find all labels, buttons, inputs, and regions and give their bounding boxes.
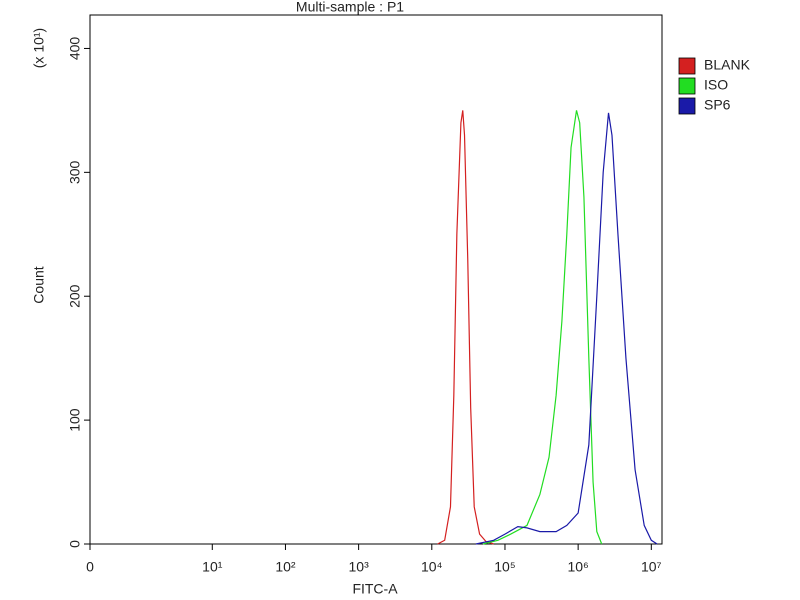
x-axis-label: FITC-A — [352, 581, 398, 597]
x-tick-label: 10⁴ — [421, 559, 443, 575]
y-axis-label: Count — [31, 266, 47, 303]
y-tick-label: 400 — [67, 37, 83, 61]
legend-label: SP6 — [704, 97, 731, 113]
legend-swatch — [678, 97, 696, 115]
x-tick-label: 10² — [275, 559, 296, 575]
y-tick-label: 200 — [67, 284, 83, 308]
x-tick-label: 10³ — [349, 559, 370, 575]
legend-label: BLANK — [704, 57, 751, 73]
x-tick-label: 10⁵ — [494, 559, 515, 575]
series-line — [437, 110, 494, 545]
x-tick-label: 10⁷ — [641, 559, 662, 575]
plot-frame — [89, 14, 663, 545]
chart-title: Multi-sample : P1 — [296, 0, 404, 15]
series-line — [482, 110, 603, 545]
y-axis-annotation: (x 10¹) — [31, 28, 47, 68]
series-line — [475, 112, 658, 545]
x-tick-label: 10⁶ — [567, 559, 588, 575]
legend-swatch — [678, 77, 696, 95]
legend-swatch — [678, 57, 696, 75]
y-tick-label: 300 — [67, 160, 83, 184]
y-tick-label: 0 — [67, 540, 83, 548]
x-tick-label: 10¹ — [202, 559, 223, 575]
legend-label: ISO — [704, 77, 728, 93]
x-tick-label: 0 — [86, 559, 94, 575]
y-tick-label: 100 — [67, 408, 83, 432]
